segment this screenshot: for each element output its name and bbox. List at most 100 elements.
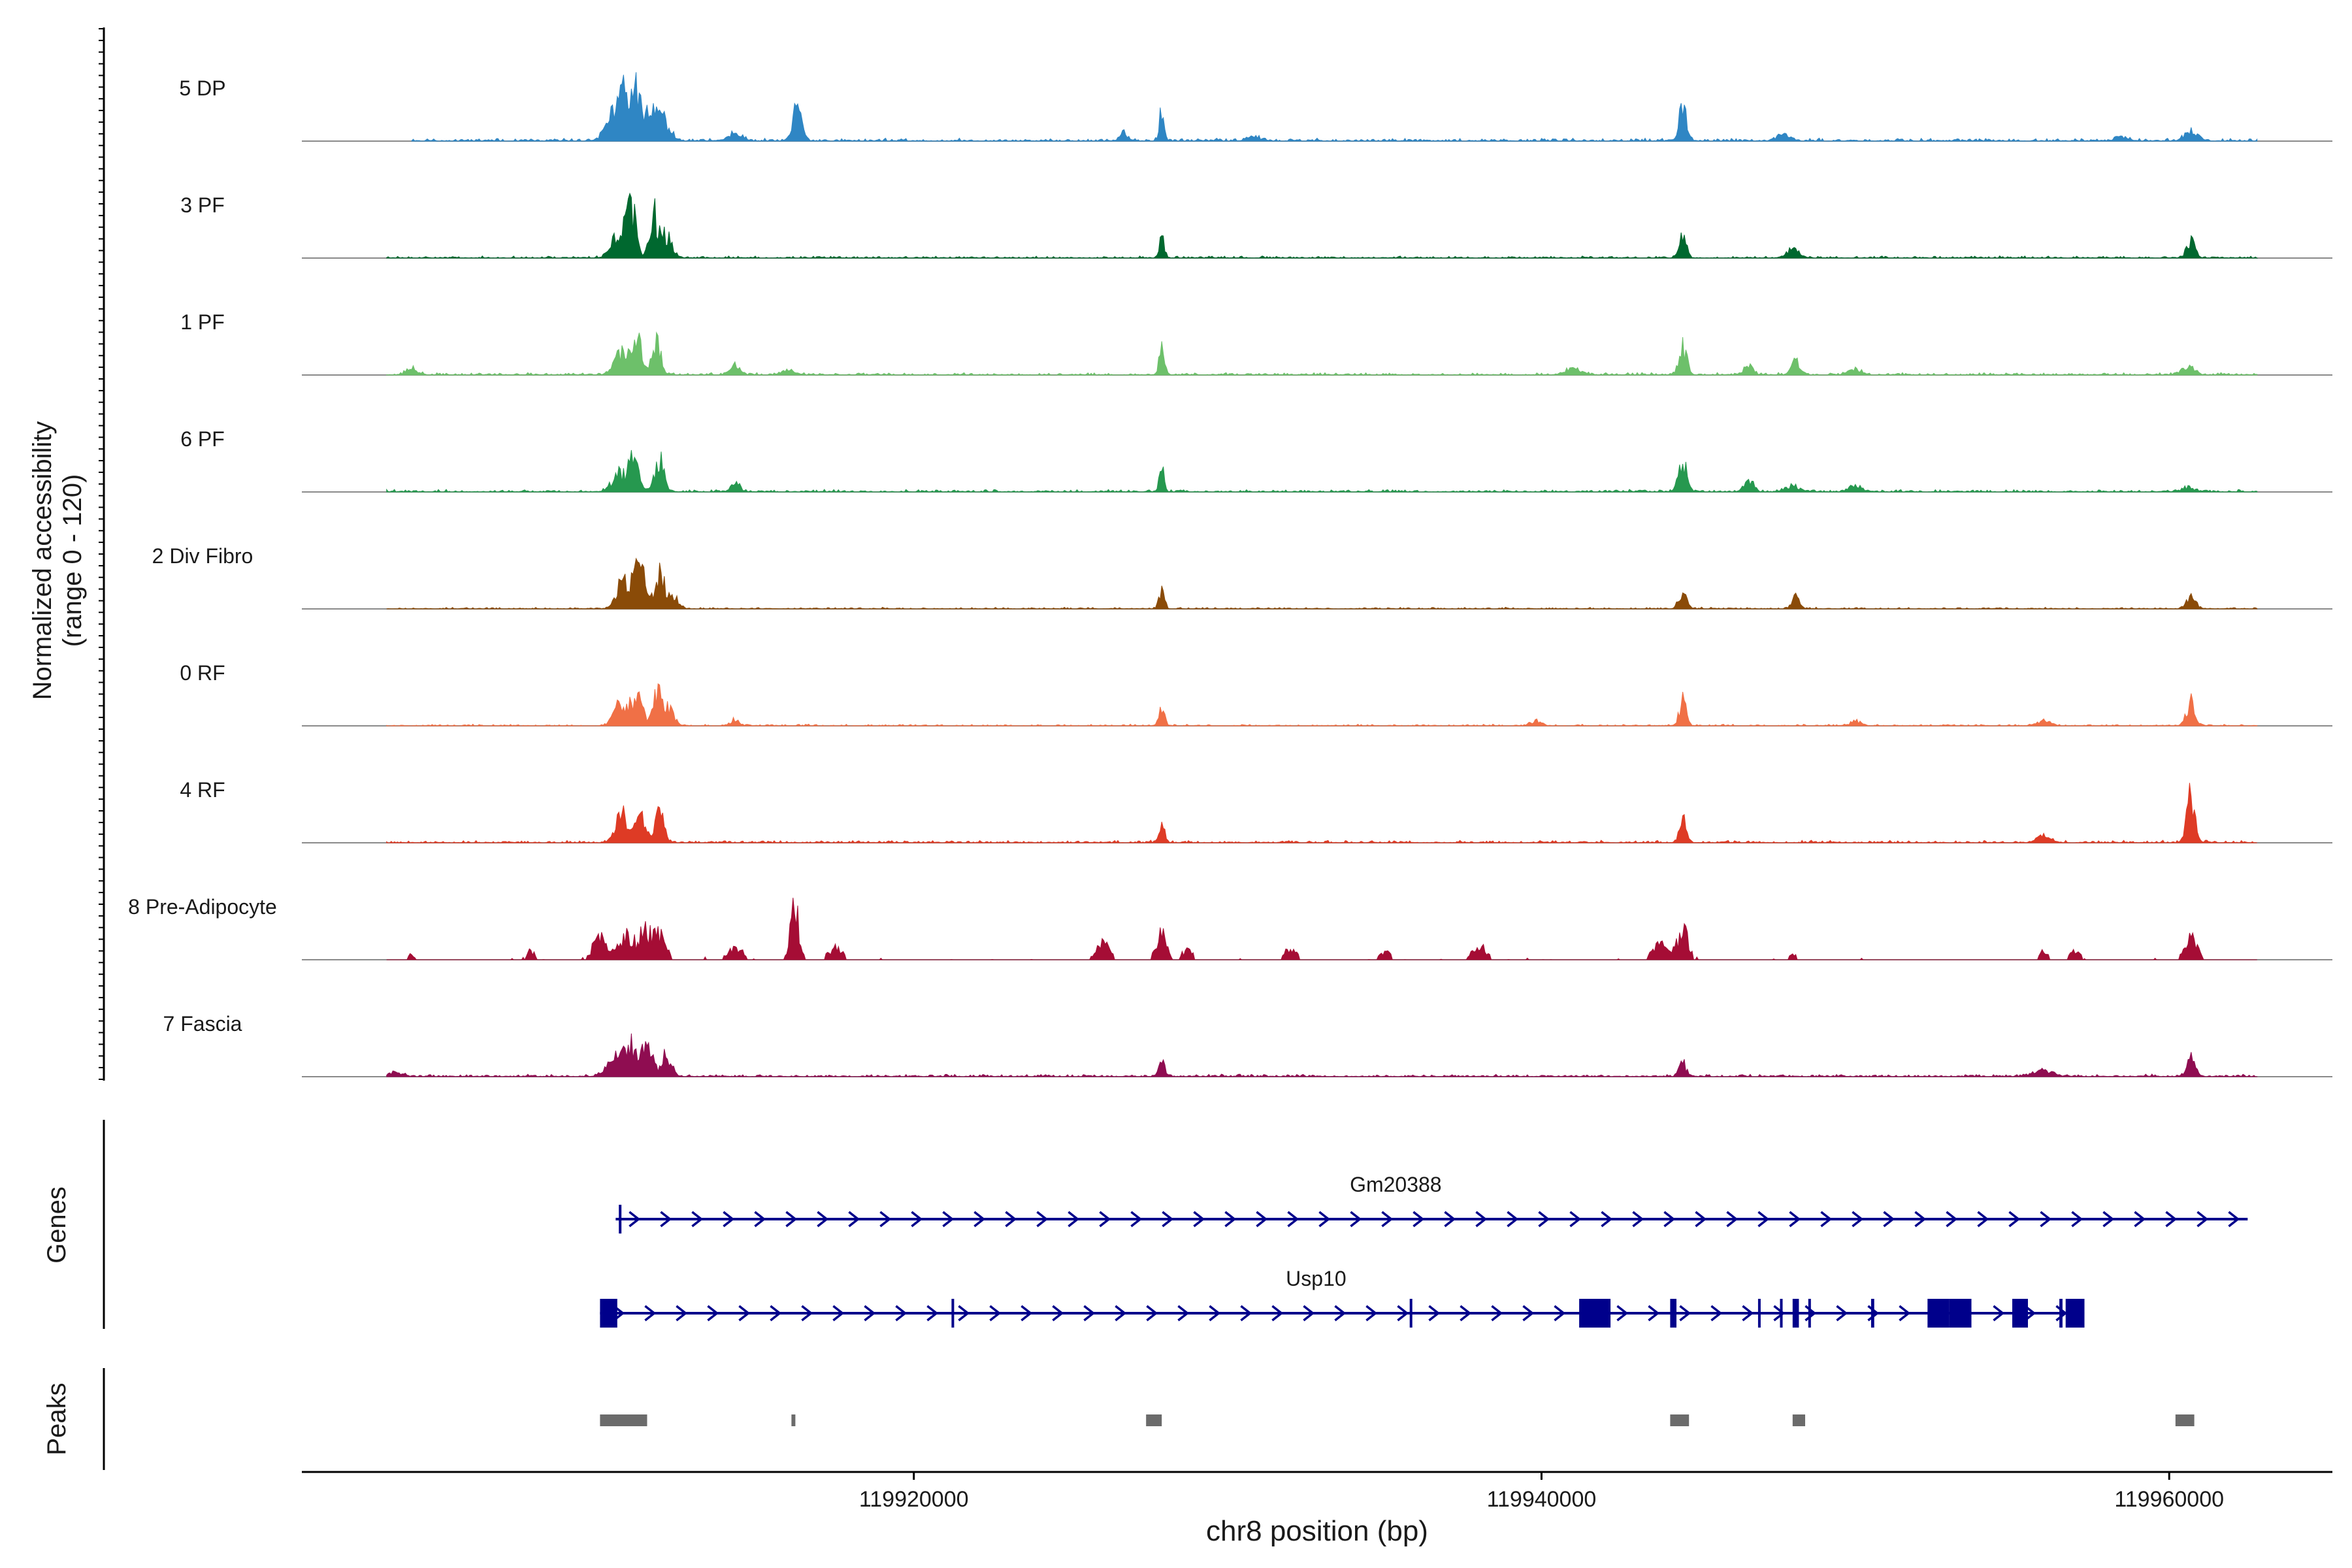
strand-arrow (1883, 1211, 1895, 1228)
track-6: 4 RF (180, 778, 2332, 843)
strand-arrow (1209, 1305, 1221, 1322)
strand-arrow (1460, 1305, 1472, 1322)
strand-arrow (1083, 1305, 1096, 1322)
peak-region (1792, 1414, 1805, 1426)
strand-arrow (1271, 1305, 1284, 1322)
peak-region-track (600, 1414, 2195, 1426)
strand-arrow (942, 1211, 955, 1228)
peak-region (1146, 1414, 1162, 1426)
strand-arrow (1507, 1211, 1519, 1228)
gene-annotation-track: Gm20388 Usp10 (600, 1173, 2248, 1328)
exon (1409, 1299, 1413, 1328)
strand-arrow (754, 1211, 766, 1228)
strand-arrow (1679, 1305, 1691, 1322)
y-axis-title-line-2: (range 0 - 120) (58, 474, 87, 647)
strand-arrow (1914, 1211, 1927, 1228)
y-axis-title: Normalized accessibility (range 0 - 120) (28, 421, 87, 700)
gene-usp10: Usp10 (600, 1267, 2085, 1328)
strand-arrow (832, 1305, 845, 1322)
strand-arrow (1224, 1211, 1237, 1228)
strand-arrow (1036, 1211, 1049, 1228)
strand-arrow (1632, 1211, 1644, 1228)
strand-arrow (1742, 1305, 1754, 1322)
track-coverage (386, 331, 2258, 376)
track-label: 2 Div Fibro (152, 544, 253, 568)
strand-arrow (1162, 1211, 1174, 1228)
strand-arrow (2040, 1211, 2052, 1228)
strand-arrow (1977, 1211, 1989, 1228)
track-label: 1 PF (180, 310, 225, 334)
track-0: 5 DP (179, 72, 2332, 142)
track-5: 0 RF (180, 661, 2332, 727)
strand-arrow (1522, 1305, 1535, 1322)
strand-arrow (1444, 1211, 1456, 1228)
strand-arrow (1695, 1211, 1707, 1228)
strand-arrow (1710, 1305, 1723, 1322)
strand-arrow (879, 1211, 892, 1228)
exon (2065, 1299, 2085, 1328)
strand-arrow (1726, 1211, 1739, 1228)
strand-arrow (723, 1211, 735, 1228)
strand-arrow (1413, 1211, 1425, 1228)
strand-arrow (676, 1305, 688, 1322)
gene-label: Gm20388 (1350, 1173, 1442, 1196)
strand-arrow (1899, 1305, 1911, 1322)
strand-arrow (2071, 1211, 2083, 1228)
strand-arrow (1491, 1305, 1503, 1322)
strand-arrow (864, 1305, 876, 1322)
gene-gm20388: Gm20388 (615, 1173, 2248, 1233)
strand-arrow (785, 1211, 798, 1228)
strand-arrow (1538, 1211, 1550, 1228)
track-coverage (386, 1033, 2258, 1077)
exon (2012, 1299, 2028, 1328)
strand-arrow (1240, 1305, 1252, 1322)
strand-arrow (2228, 1211, 2240, 1228)
track-coverage (386, 557, 2258, 610)
track-label: 4 RF (180, 778, 225, 802)
strand-arrow (1115, 1305, 1127, 1322)
x-tick-label: 119960000 (2114, 1487, 2224, 1512)
track-8: 7 Fascia (163, 1012, 2332, 1077)
strand-arrow (2197, 1211, 2209, 1228)
strand-arrow (1021, 1305, 1033, 1322)
track-3: 6 PF (180, 427, 2332, 493)
exon (2059, 1299, 2063, 1328)
strand-arrow (691, 1211, 704, 1228)
strand-arrow (1757, 1211, 1770, 1228)
gene-label: Usp10 (1286, 1267, 1347, 1290)
exon (1780, 1299, 1783, 1328)
track-coverage (386, 783, 2257, 843)
strand-arrow (1836, 1305, 1848, 1322)
exon (1757, 1299, 1761, 1328)
track-4: 2 Div Fibro (152, 544, 2332, 610)
strand-arrow (770, 1305, 782, 1322)
exon (951, 1299, 955, 1328)
strand-arrow (1648, 1305, 1660, 1322)
strand-arrow (801, 1305, 813, 1322)
strand-arrow (1381, 1211, 1394, 1228)
peak-region (791, 1414, 796, 1426)
track-2: 1 PF (180, 310, 2332, 376)
track-coverage (386, 449, 2258, 493)
x-axis: 119920000 119940000 119960000 (302, 1471, 2332, 1512)
strand-arrow (2055, 1305, 2068, 1322)
strand-arrow (2134, 1211, 2146, 1228)
strand-arrow (1852, 1211, 1864, 1228)
strand-arrow (926, 1305, 939, 1322)
strand-arrow (895, 1305, 907, 1322)
exon (1808, 1299, 1811, 1328)
y-axis-title-line-1: Normalized accessibility (28, 421, 57, 700)
track-label: 5 DP (179, 76, 225, 100)
strand-arrow (2008, 1211, 2021, 1228)
peak-region (2175, 1414, 2195, 1426)
track-7: 8 Pre-Adipocyte (128, 895, 2332, 961)
strand-arrow (1303, 1305, 1315, 1322)
strand-arrow (1946, 1211, 1958, 1228)
strand-arrow (1005, 1211, 1017, 1228)
strand-arrow (2102, 1211, 2115, 1228)
x-tick-label: 119940000 (1487, 1487, 1597, 1512)
strand-arrow (1068, 1211, 1080, 1228)
strand-arrow (1334, 1305, 1347, 1322)
exon (1792, 1299, 1799, 1328)
